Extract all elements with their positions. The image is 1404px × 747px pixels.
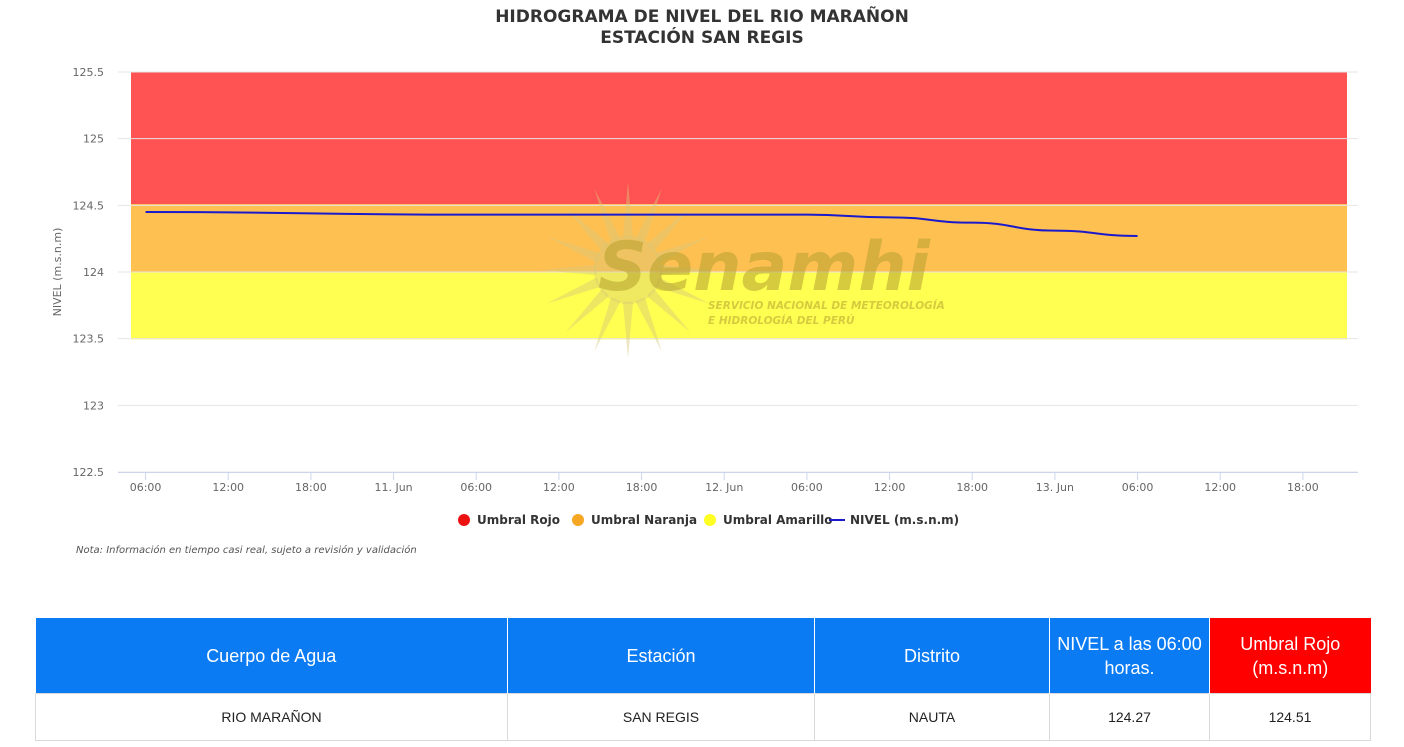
- series-layer: [145, 211, 1138, 237]
- legend-label: Umbral Rojo: [477, 513, 560, 527]
- sun-ray: [565, 207, 610, 252]
- x-tick-label: 12:00: [874, 481, 906, 494]
- cell-umbral-rojo: 124.51: [1209, 693, 1371, 741]
- y-tick-label: 124.5: [73, 199, 105, 212]
- sun-ray: [565, 288, 610, 333]
- header-estacion: Estación: [507, 618, 815, 694]
- sun-ray: [622, 301, 634, 358]
- legend-label: NIVEL (m.s.n.m): [850, 513, 959, 527]
- x-tick-label: 12. Jun: [705, 481, 743, 494]
- sun-core: [594, 236, 662, 304]
- sun-ray: [546, 277, 601, 304]
- legend: Umbral Rojo Umbral Naranja Umbral Amarillo…: [458, 513, 959, 527]
- x-tick-label: 18:00: [956, 481, 988, 494]
- sun-ray: [594, 188, 621, 243]
- header-nivel: NIVEL a las 06:00 horas.: [1049, 618, 1210, 694]
- table-header-row: Cuerpo de Agua Estación Distrito NIVEL a…: [35, 618, 1371, 694]
- legend-marker-icon: [458, 514, 470, 526]
- chart-subtitle: ESTACIÓN SAN REGIS: [600, 26, 803, 48]
- y-tick-label: 123: [83, 399, 104, 412]
- cell-cuerpo-de-agua: RIO MARAÑON: [35, 693, 508, 741]
- legend-item-1: Umbral Naranja: [572, 513, 697, 527]
- legend-item-2: Umbral Amarillo: [704, 513, 833, 527]
- y-tick-label: 122.5: [73, 466, 105, 479]
- y-axis-label: NIVEL (m.s.n.m): [51, 228, 64, 317]
- x-tick-label: 13. Jun: [1036, 481, 1074, 494]
- x-tick-label: 12:00: [212, 481, 244, 494]
- header-cuerpo-de-agua: Cuerpo de Agua: [35, 618, 508, 694]
- legend-item-3: NIVEL (m.s.n.m): [829, 513, 959, 527]
- sun-ray: [635, 188, 662, 243]
- x-tick-label: 18:00: [626, 481, 658, 494]
- chart-title: HIDROGRAMA DE NIVEL DEL RIO MARAÑON: [495, 4, 909, 27]
- y-tick-label: 125: [83, 133, 104, 146]
- sun-ray: [540, 264, 597, 276]
- sun-ray: [659, 264, 716, 276]
- sun-ray: [646, 207, 691, 252]
- legend-marker-icon: [572, 514, 584, 526]
- sun-ray: [622, 182, 634, 239]
- station-summary-table: Cuerpo de Agua Estación Distrito NIVEL a…: [35, 618, 1371, 741]
- legend-marker-icon: [704, 514, 716, 526]
- axes: 125.5 125 124.5 124 123.5 123 122.5 06:00 12:00 1…: [73, 66, 1358, 494]
- x-tick-label: 12:00: [1204, 481, 1236, 494]
- y-tick-label: 125.5: [73, 66, 105, 79]
- x-tick-label: 06:00: [1122, 481, 1154, 494]
- cell-distrito: NAUTA: [814, 693, 1050, 741]
- cell-estacion: SAN REGIS: [507, 693, 815, 741]
- series-line-nivel: [145, 211, 1138, 237]
- y-tick-label: 123.5: [73, 333, 105, 346]
- band-2: [131, 272, 1347, 339]
- x-tick-label: 06:00: [460, 481, 492, 494]
- x-tick-label: 18:00: [1287, 481, 1319, 494]
- header-distrito: Distrito: [814, 618, 1050, 694]
- legend-label: Umbral Amarillo: [723, 513, 833, 527]
- sun-ray: [655, 277, 710, 304]
- sun-ray: [655, 236, 710, 263]
- y-tick-label: 124: [83, 266, 104, 279]
- sun-ray: [646, 288, 691, 333]
- sun-ray: [546, 236, 601, 263]
- legend-label: Umbral Naranja: [591, 513, 697, 527]
- legend-item-0: Umbral Rojo: [458, 513, 560, 527]
- watermark-line-2: E HIDROLOGÍA DEL PERÚ: [708, 314, 855, 327]
- sun-ray: [594, 297, 621, 352]
- header-umbral-rojo: Umbral Rojo (m.s.n.m): [1209, 618, 1371, 694]
- hydrograph-chart: HIDROGRAMA DE NIVEL DEL RIO MARAÑON ESTA…: [51, 4, 1358, 556]
- senamhi-watermark: Senamhi SERVICIO NACIONAL DE METEOROLOGÍ…: [540, 182, 945, 358]
- note-text: Nota: Información en tiempo casi real, s…: [76, 544, 417, 556]
- table-row: RIO MARAÑON SAN REGIS NAUTA 124.27 124.5…: [35, 693, 1371, 741]
- band-0: [131, 72, 1347, 204]
- watermark-name: Senamhi: [598, 228, 932, 307]
- watermark-line-1: SERVICIO NACIONAL DE METEOROLOGÍA: [708, 299, 945, 312]
- x-tick-label: 12:00: [543, 481, 575, 494]
- sun-ray: [635, 297, 662, 352]
- x-tick-label: 06:00: [130, 481, 162, 494]
- x-tick-label: 18:00: [295, 481, 327, 494]
- sun-logo-icon: [540, 182, 716, 358]
- cell-nivel: 124.27: [1049, 693, 1210, 741]
- x-tick-label: 06:00: [791, 481, 823, 494]
- x-tick-label: 11. Jun: [374, 481, 412, 494]
